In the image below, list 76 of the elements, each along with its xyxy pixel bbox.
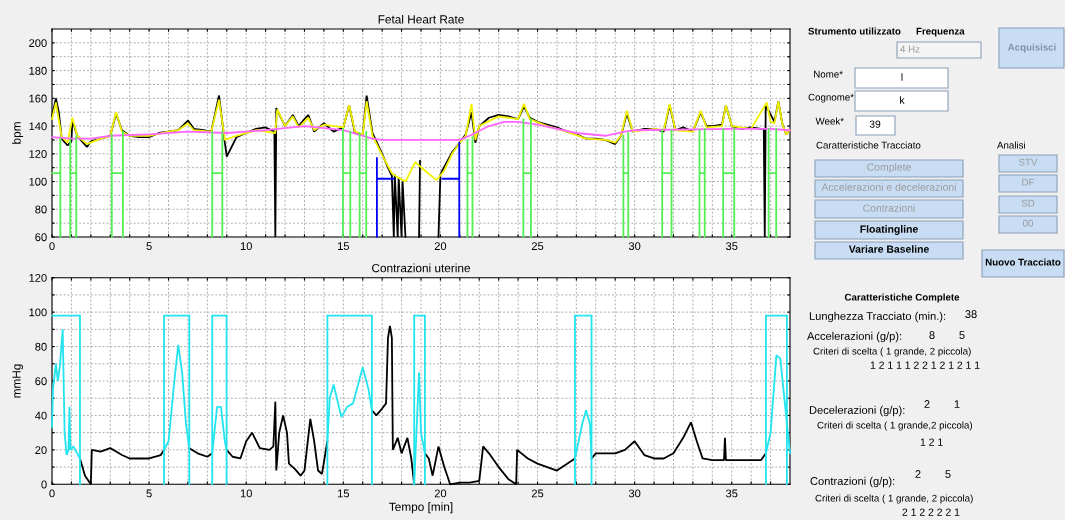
y-tick-label: 40 <box>35 411 47 420</box>
x-tick-label: 15 <box>337 242 350 251</box>
text: Criteri di scelta ( 1 grande, 2 piccola) <box>813 347 971 357</box>
text: Accelerazioni (g/p): <box>807 331 902 343</box>
y-tick-label: 160 <box>29 94 47 103</box>
text: Frequenza <box>916 27 965 37</box>
text: 2 <box>924 400 930 408</box>
chart-title: Contrazioni uterine <box>372 263 471 273</box>
text: Cognome* <box>808 93 854 103</box>
y-tick-label: 140 <box>29 122 47 131</box>
text: Week* <box>815 117 844 125</box>
text: k <box>900 96 905 104</box>
x-tick-label: 30 <box>628 242 641 251</box>
x-tick-label: 15 <box>337 489 350 498</box>
text: Complete <box>867 163 911 173</box>
text: Contrazioni (g/p): <box>810 476 895 488</box>
text: Acquisisci <box>1007 43 1056 53</box>
x-tick-label: 0 <box>49 489 55 498</box>
y-tick-label: 80 <box>35 342 47 351</box>
y-tick-label: 0 <box>41 480 47 489</box>
x-tick-label: 10 <box>240 489 252 498</box>
text: Criteri di scelta ( 1 grande,2 piccola) <box>817 421 973 431</box>
text: 2 <box>915 470 921 478</box>
x-tick-label: 20 <box>434 489 447 498</box>
text: Floatingline <box>860 225 918 235</box>
text: SD <box>1021 199 1035 207</box>
text: 38 <box>965 310 977 318</box>
x-tick-label: 25 <box>531 242 544 251</box>
y-tick-label: 180 <box>29 66 47 75</box>
text: 5 <box>945 470 951 478</box>
y-axis-title: bpm <box>12 122 24 144</box>
text: Caratteristiche Complete <box>844 293 960 303</box>
x-tick-label: 30 <box>628 489 641 498</box>
text: 1 2 1 1 1 2 2 1 2 1 2 1 1 <box>870 361 980 369</box>
y-tick-label: 100 <box>29 177 47 186</box>
text: STV <box>1018 158 1038 166</box>
text: DF <box>1022 178 1035 186</box>
text: 8 <box>929 331 935 339</box>
text: 5 <box>959 331 965 339</box>
text: Lunghezza Tracciato (min.): <box>809 311 946 323</box>
y-tick-label: 60 <box>35 377 47 386</box>
x-tick-label: 10 <box>240 242 252 251</box>
y-tick-label: 200 <box>29 39 47 47</box>
x-axis-title: Tempo [min] <box>389 502 453 514</box>
x-tick-label: 35 <box>725 242 738 251</box>
text: Nuovo Tracciato <box>985 258 1061 266</box>
text: Caratteristiche Tracciato <box>816 141 921 149</box>
text: 39 <box>869 120 881 128</box>
text: Accelerazioni e decelerazioni <box>821 183 956 191</box>
text: Nome* <box>814 70 843 78</box>
text: Decelerazioni (g/p): <box>809 405 905 417</box>
y-tick-label: 100 <box>29 308 47 317</box>
y-tick-label: 120 <box>29 150 47 158</box>
x-tick-label: 25 <box>531 489 544 498</box>
text: 4 Hz <box>900 45 920 53</box>
text: 1 2 1 <box>920 438 943 446</box>
x-tick-label: 5 <box>146 242 152 251</box>
text: Variare Baseline <box>848 245 929 253</box>
y-tick-label: 120 <box>29 273 47 282</box>
y-tick-label: 80 <box>35 205 47 214</box>
y-tick-label: 20 <box>35 446 47 454</box>
x-tick-label: 35 <box>725 489 738 498</box>
x-tick-label: 5 <box>146 489 152 498</box>
text: 00 <box>1022 219 1034 227</box>
x-tick-label: 0 <box>49 242 55 251</box>
text: Strumento utilizzato <box>808 27 901 35</box>
text: 1 <box>954 400 960 408</box>
text: Analisi <box>997 141 1025 149</box>
text: 2 1 2 2 2 2 1 <box>902 508 960 516</box>
text: Criteri di scelta ( 1 grande, 2 piccola) <box>815 494 973 504</box>
text: Contrazioni <box>863 204 915 212</box>
text: l <box>901 73 903 81</box>
x-tick-label: 20 <box>434 242 447 251</box>
y-axis-title: mmHg <box>12 364 24 398</box>
y-tick-label: 60 <box>35 233 47 242</box>
chart-title: Fetal Heart Rate <box>378 14 464 24</box>
